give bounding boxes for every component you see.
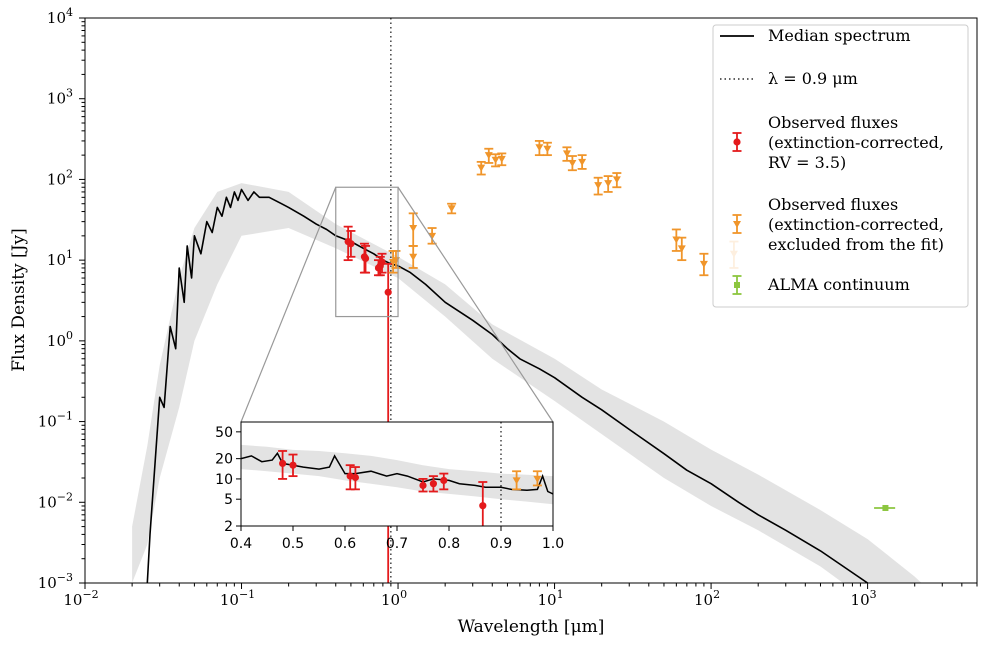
inset-x-tick-label: 1.0 (542, 536, 564, 552)
legend-label: excluded from the fit) (768, 235, 944, 254)
spectrum-spread-band (132, 183, 922, 583)
main-axes-frame (84, 17, 978, 584)
y-tick-label: 10−3 (38, 571, 73, 592)
main-ticks: 10−2 10−1 100 101 102 10310−310−210−110010110… (38, 6, 978, 609)
y-axis-title: Flux Density [Jy] (9, 228, 29, 372)
inset-observed-fit-point (428, 475, 438, 493)
inset-observed-fit-point (350, 466, 360, 491)
observed-excluded-point (447, 202, 457, 215)
inset-ticks: 0.4 0.5 0.6 0.7 0.8 0.9 1.0 2 5 10 20 50 (215, 425, 564, 552)
y-tick-label: 103 (47, 87, 73, 108)
observed-excluded-point (542, 141, 552, 157)
inset-y-tick-label: 5 (224, 492, 233, 508)
observed-fit-point (361, 245, 371, 274)
legend-entry: Median spectrum (720, 26, 911, 45)
legend-entry: ALMA continuum (732, 275, 910, 295)
observed-excluded-point (484, 147, 494, 164)
legend-swatch-errorbar (732, 214, 742, 234)
inset-spread-band (241, 444, 553, 505)
observed-excluded-point (497, 152, 507, 167)
y-tick-label: 10−1 (38, 410, 73, 431)
zoom-connector-right (397, 186, 554, 423)
inset-observed-fit-point (439, 472, 449, 491)
observed-fit-point (346, 230, 356, 258)
legend-swatch-errorbar (732, 275, 742, 295)
x-tick-label: 101 (538, 588, 564, 609)
observed-excluded-point (577, 154, 587, 170)
observed-excluded-point (534, 140, 544, 157)
legend-label: (extinction-corrected, (768, 133, 944, 152)
observed-excluded-point (427, 227, 437, 245)
legend-label: Observed fluxes (768, 113, 898, 132)
inset-observed-excluded-point (532, 470, 542, 487)
legend-entry: Observed fluxes(extinction-corrected, ex… (732, 195, 944, 254)
legend-entry: Observed fluxes(extinction-corrected,RV … (732, 113, 944, 172)
inset-observed-fit-point (288, 453, 298, 478)
median-spectrum-line (146, 188, 870, 583)
legend-frame (712, 24, 969, 308)
inset-x-tick-label: 0.9 (490, 536, 512, 552)
observed-excluded-point (567, 155, 577, 172)
y-tick-label: 104 (47, 6, 73, 27)
legend-swatch-errorbar (732, 132, 742, 152)
observed-excluded-point (476, 160, 486, 176)
zoom-box (335, 186, 399, 318)
inset-x-tick-label: 0.4 (230, 536, 252, 552)
legend-label: ALMA continuum (767, 275, 910, 294)
inset-observed-fit-point (478, 481, 488, 526)
legend-label: Median spectrum (768, 26, 911, 45)
zoom-indicator (240, 186, 554, 423)
zoom-connector-left (240, 187, 337, 423)
legend-label: RV = 3.5) (768, 153, 846, 172)
inset-x-tick-label: 0.5 (282, 536, 304, 552)
x-tick-label: 10−2 (63, 588, 98, 609)
legend-label: (extinction-corrected, (768, 215, 944, 234)
inset-y-tick-label: 2 (224, 519, 233, 535)
inset-observed-fit-point (418, 478, 428, 493)
inset-x-tick-label: 0.6 (334, 536, 356, 552)
y-tick-label: 10−2 (38, 490, 73, 511)
y-tick-label: 101 (47, 248, 73, 269)
legend-label: Observed fluxes (768, 195, 898, 214)
observed-excluded-point (491, 153, 501, 168)
inset-plot-area (241, 422, 553, 526)
x-tick-label: 103 (851, 588, 877, 609)
inset-observed-fit-point (278, 450, 288, 480)
inset-observed-excluded-point (512, 470, 522, 491)
x-axis-title: Wavelength [μm] (458, 617, 605, 637)
observed-excluded-point (612, 172, 622, 189)
y-tick-label: 102 (47, 167, 73, 188)
x-tick-label: 100 (381, 588, 407, 609)
observed-excluded-point (593, 176, 603, 196)
y-tick-label: 100 (47, 329, 73, 350)
alma-continuum-point (874, 504, 896, 511)
observed-excluded-point (408, 212, 418, 247)
inset-y-tick-label: 50 (215, 425, 233, 441)
observed-excluded-point (603, 175, 613, 193)
observed-excluded-point (677, 236, 687, 262)
x-tick-label: 102 (694, 588, 720, 609)
legend-entry: λ = 0.9 μm (720, 69, 858, 88)
main-plot-area (132, 18, 922, 583)
inset-y-tick-label: 20 (215, 452, 233, 468)
inset-x-tick-label: 0.8 (438, 536, 460, 552)
inset-y-tick-label: 10 (215, 472, 233, 488)
x-tick-label: 10−1 (220, 588, 255, 609)
inset-x-tick-label: 0.7 (386, 536, 408, 552)
legend: Median spectrum λ = 0.9 μm Observed fluxes… (712, 24, 969, 308)
legend-label: λ = 0.9 μm (768, 69, 858, 88)
observed-excluded-point (699, 252, 709, 277)
observed-excluded-point (391, 250, 401, 269)
